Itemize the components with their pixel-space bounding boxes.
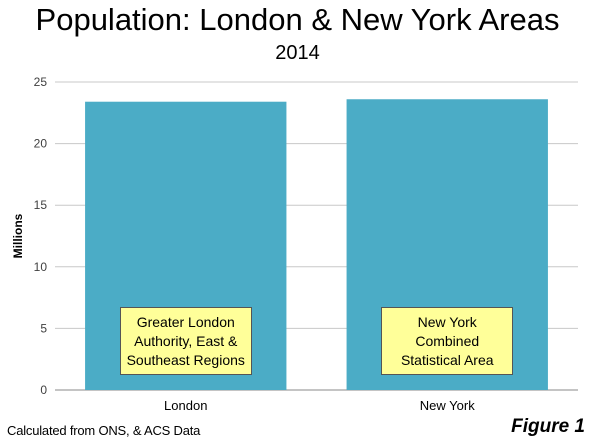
y-tick-label: 25 (34, 75, 48, 89)
y-tick-label: 15 (34, 198, 48, 212)
source-note: Calculated from ONS, & ACS Data (7, 423, 201, 438)
x-tick-label: London (164, 398, 207, 413)
figure-label: Figure 1 (511, 416, 585, 437)
chart-subtitle: 2014 (275, 42, 320, 64)
chart-title: Population: London & New York Areas (35, 2, 560, 37)
x-tick-label: New York (420, 398, 475, 413)
y-axis-label: Millions (11, 213, 25, 258)
y-tick-label: 20 (34, 137, 48, 151)
annotation-new-york: New York Combined Statistical Area (381, 307, 514, 376)
annotation-london: Greater London Authority, East & Southea… (119, 307, 252, 376)
y-tick-label: 0 (40, 383, 47, 397)
y-tick-label: 10 (34, 260, 48, 274)
y-tick-label: 5 (40, 321, 47, 335)
